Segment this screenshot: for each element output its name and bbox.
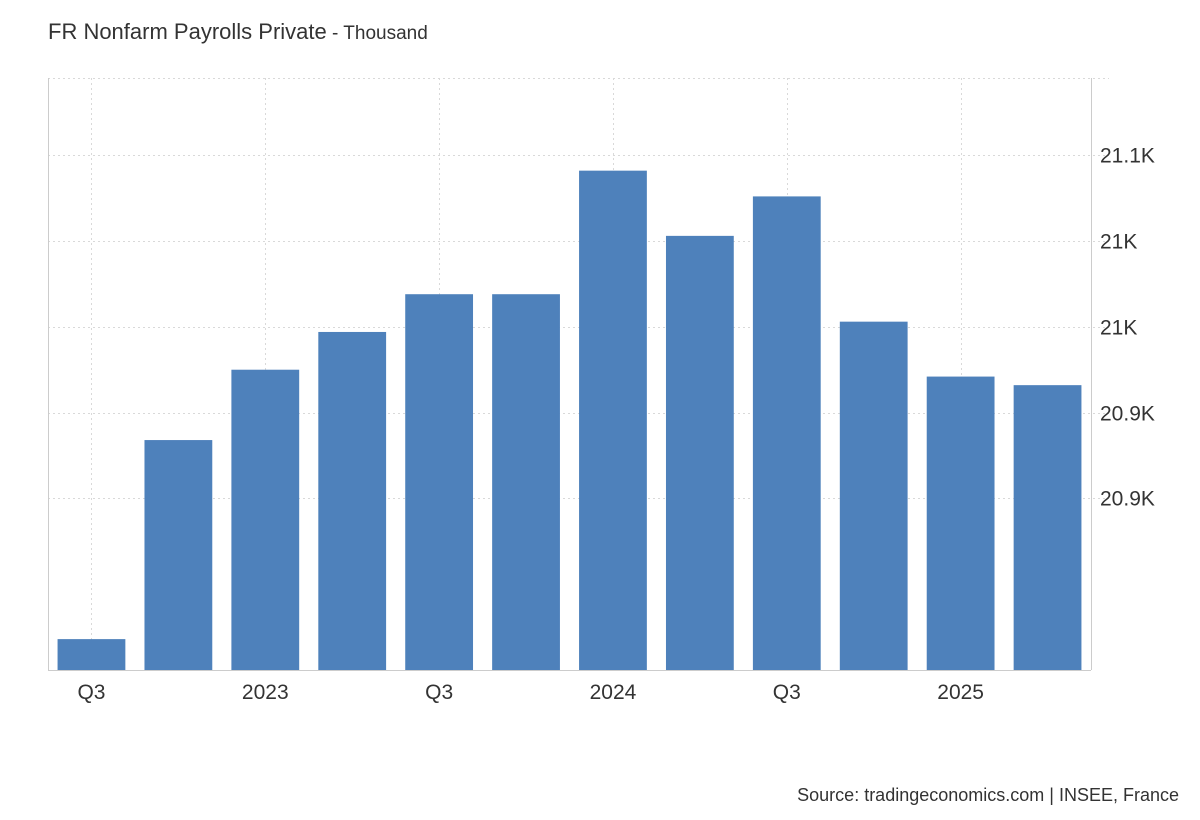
y-tick-label: 20.9K <box>1100 403 1155 426</box>
bar <box>1013 385 1082 670</box>
bar <box>926 376 995 670</box>
y-tick-label: 21.1K <box>1100 145 1155 168</box>
bar <box>579 170 647 670</box>
x-tick-label: 2023 <box>242 681 289 704</box>
chart-title-main: FR Nonfarm Payrolls Private <box>48 19 327 44</box>
bar <box>144 440 213 670</box>
y-tick-label: 20.9K <box>1100 488 1155 511</box>
bar <box>405 294 474 670</box>
bar <box>318 331 387 670</box>
x-tick-label: 2025 <box>937 681 984 704</box>
bar <box>231 369 300 670</box>
bar <box>492 294 560 670</box>
bar-chart: 20.9K 20.9K 21K 21K 21.1K Q3 2023 Q3 2024 Q3 2025 <box>48 78 1155 705</box>
x-tick-label: Q3 <box>425 681 453 704</box>
chart-unit: Thousand <box>343 23 428 44</box>
x-tick-label: Q3 <box>77 681 105 704</box>
bar <box>665 235 734 670</box>
x-tick-label: Q3 <box>773 681 801 704</box>
y-tick-label: 21K <box>1100 231 1137 254</box>
axes <box>48 78 1092 671</box>
bar <box>57 639 126 670</box>
source-credit: Source: tradingeconomics.com | INSEE, Fr… <box>797 785 1179 805</box>
bar <box>752 196 821 670</box>
x-tick-label: 2024 <box>590 681 637 704</box>
chart-title-separator: - <box>326 23 344 44</box>
bar <box>839 321 908 670</box>
chart-title: FR Nonfarm Payrolls Private - Thousand <box>48 19 428 45</box>
axis-labels: 20.9K 20.9K 21K 21K 21.1K Q3 2023 Q3 2024 Q3 2025 <box>77 145 1154 705</box>
y-tick-label: 21K <box>1100 317 1137 340</box>
bar-series <box>57 170 1082 670</box>
